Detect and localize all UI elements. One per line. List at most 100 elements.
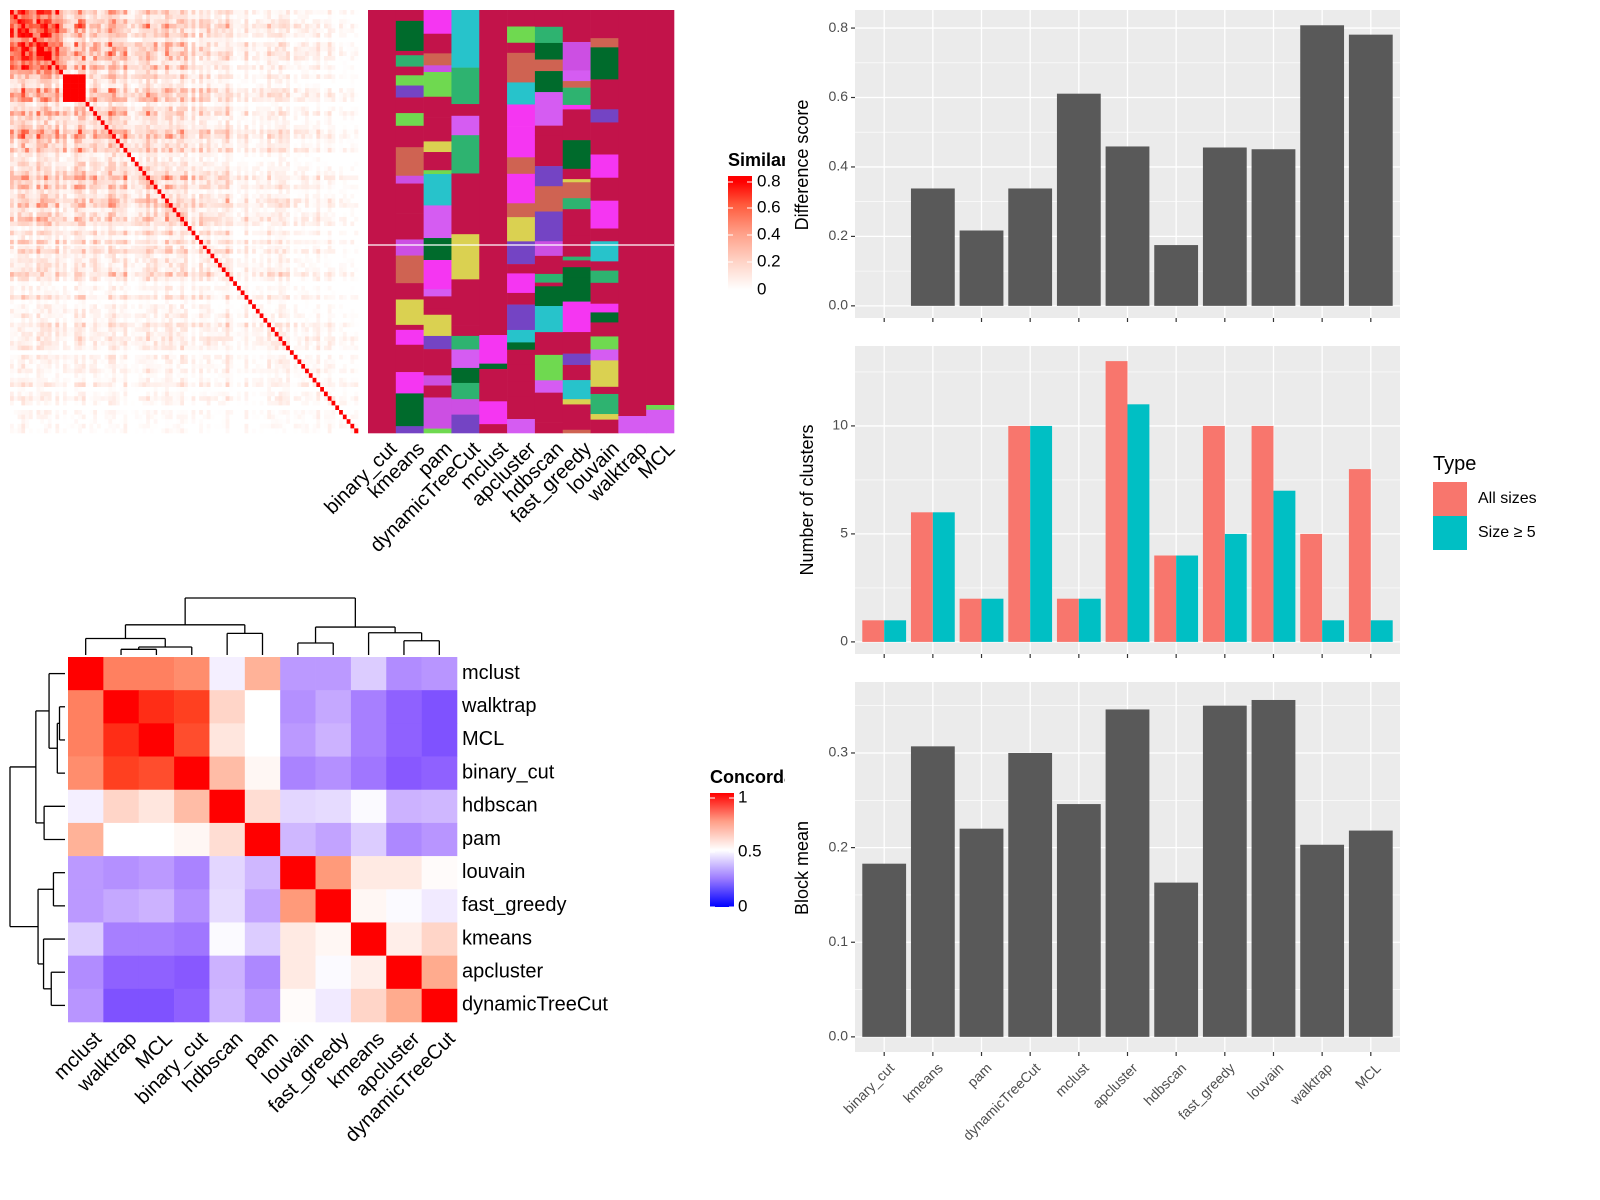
similarity-cell (104, 226, 109, 231)
similarity-cell (97, 42, 102, 48)
similarity-cell (165, 170, 170, 176)
similarity-cell (55, 226, 60, 231)
similarity-cell (320, 101, 325, 107)
similarity-cell (180, 235, 185, 241)
similarity-cell (134, 51, 139, 57)
similarity-cell (267, 212, 272, 218)
similarity-cell (21, 92, 26, 98)
similarity-cell (13, 226, 18, 231)
similarity-cell (10, 161, 15, 167)
similarity-cell (25, 203, 30, 209)
similarity-cell (199, 249, 204, 254)
similarity-cell (346, 184, 351, 190)
similarity-cell (331, 239, 336, 245)
similarity-cell (323, 55, 329, 61)
similarity-cell (308, 14, 313, 20)
similarity-cell (286, 157, 291, 163)
similarity-cell (81, 212, 86, 218)
similarity-cell (206, 170, 211, 176)
similarity-cell (297, 193, 302, 199)
similarity-cell (97, 19, 102, 25)
similarity-cell (229, 115, 234, 121)
similarity-cell (210, 32, 215, 38)
similarity-cell (40, 258, 45, 264)
similarity-cell (225, 83, 230, 89)
similarity-cell (308, 203, 313, 209)
similarity-cell (214, 37, 219, 43)
similarity-cell (221, 239, 226, 245)
similarity-cell (339, 193, 344, 199)
similarity-cell (282, 221, 287, 227)
similarity-cell (346, 74, 351, 80)
similarity-cell (89, 216, 94, 222)
similarity-cell (293, 216, 298, 222)
similarity-cell (85, 37, 90, 43)
similarity-cell (157, 129, 162, 135)
similarity-cell (51, 28, 56, 34)
similarity-cell (293, 14, 298, 20)
similarity-cell (346, 19, 351, 25)
similarity-cell (104, 111, 109, 117)
similarity-cell (13, 184, 18, 190)
similarity-cell (350, 226, 355, 231)
similarity-cell (40, 184, 45, 190)
similarity-cell (146, 207, 151, 213)
similarity-cell (17, 221, 22, 227)
similarity-cell (40, 134, 45, 140)
similarity-cell (202, 212, 207, 218)
similarity-cell (142, 51, 147, 57)
similarity-cell (199, 244, 204, 250)
similarity-cell (354, 239, 359, 245)
similarity-cell (161, 198, 166, 204)
similarity-cell (74, 111, 79, 117)
similarity-cell (131, 60, 136, 66)
similarity-cell (93, 28, 98, 34)
similarity-cell (323, 69, 329, 75)
similarity-cell (115, 74, 120, 80)
similarity-cell (108, 230, 113, 236)
similarity-cell (229, 69, 234, 75)
similarity-cell (172, 216, 177, 222)
similarity-cell (255, 198, 260, 204)
similarity-cell (70, 32, 75, 38)
similarity-cell (127, 157, 132, 163)
similarity-cell (62, 111, 68, 117)
similarity-cell (51, 184, 56, 190)
similarity-cell (59, 166, 64, 172)
similarity-cell (36, 258, 41, 264)
similarity-cell (25, 166, 30, 172)
similarity-cell (236, 216, 242, 222)
similarity-cell (202, 97, 207, 103)
similarity-cell (153, 115, 158, 121)
similarity-cell (172, 60, 177, 66)
similarity-cell (47, 42, 52, 48)
similarity-cell (210, 161, 215, 167)
similarity-cell (51, 166, 56, 172)
similarity-cell (123, 120, 128, 126)
similarity-cell (346, 235, 351, 241)
similarity-cell (339, 120, 344, 126)
similarity-cell (89, 83, 94, 89)
similarity-cell (335, 88, 340, 94)
similarity-cell (191, 152, 196, 158)
similarity-cell (13, 129, 18, 135)
similarity-cell (25, 189, 30, 195)
similarity-cell (172, 170, 177, 176)
similarity-cell (240, 97, 245, 103)
similarity-cell (32, 226, 37, 231)
similarity-cell (278, 216, 283, 222)
similarity-cell (263, 111, 268, 117)
similarity-cell (25, 37, 30, 43)
similarity-cell (248, 230, 253, 236)
similarity-cell (331, 65, 336, 71)
similarity-cell (206, 46, 211, 52)
similarity-cell (44, 203, 49, 209)
similarity-cell (100, 28, 105, 34)
similarity-cell (323, 207, 329, 213)
similarity-cell (339, 92, 344, 98)
similarity-cell (221, 83, 226, 89)
similarity-cell (320, 166, 325, 172)
similarity-cell (312, 166, 317, 172)
similarity-cell (165, 203, 170, 209)
similarity-cell (248, 55, 253, 61)
